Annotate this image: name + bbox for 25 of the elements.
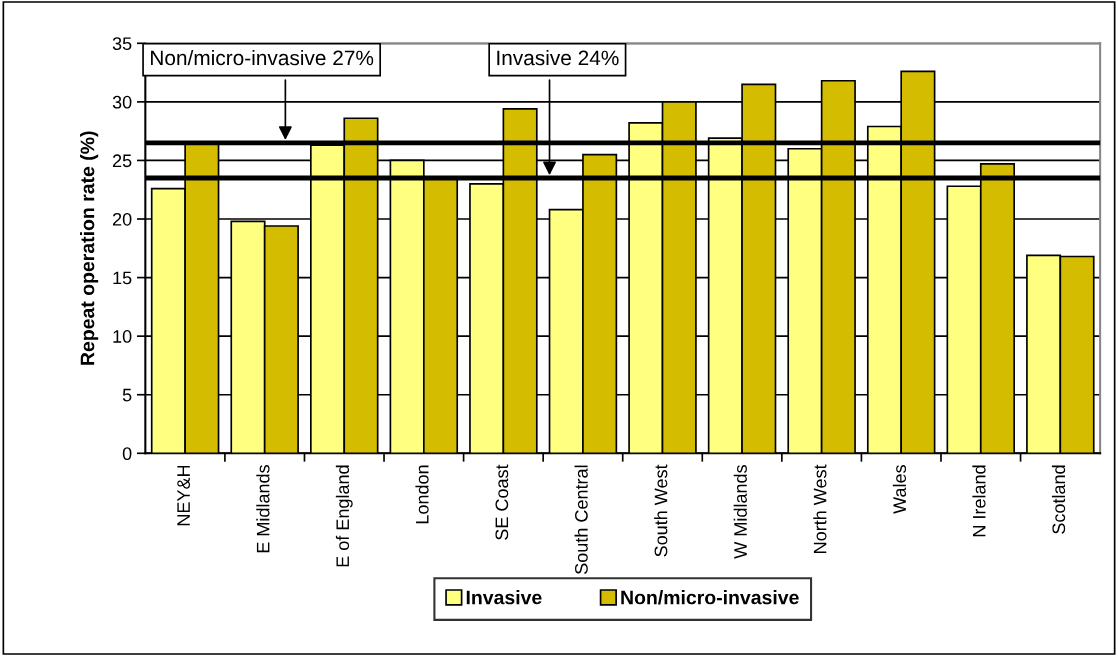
x-tick-label: South West — [654, 464, 668, 557]
x-tick-label: Wales — [892, 465, 907, 514]
x-tick-label: NEY&H — [177, 465, 190, 526]
x-tick-label: London — [415, 465, 429, 524]
x-tick-label: North West — [813, 464, 827, 553]
x-tick-label: N Ireland — [972, 465, 986, 537]
y-tick-label: 30 — [112, 95, 132, 109]
x-tick-label: South Central — [574, 465, 588, 574]
legend-label: Non/micro-invasive — [621, 590, 799, 605]
y-axis-title: Repeat operation rate (%) — [80, 131, 99, 365]
y-tick-label: 5 — [122, 388, 132, 402]
x-tick-label: W Midlands — [733, 465, 747, 559]
ref-line-label: Invasive 24% — [497, 49, 619, 66]
x-tick-label: Scotland — [1051, 465, 1066, 534]
y-tick-label: 35 — [112, 37, 132, 51]
x-tick-label: E of England — [335, 465, 353, 567]
y-tick-label: 0 — [122, 447, 132, 461]
legend-label: Invasive — [466, 590, 542, 605]
x-tick-label: E Midlands — [256, 465, 270, 553]
y-tick-label: 20 — [112, 212, 132, 226]
y-tick-label: 25 — [112, 154, 132, 168]
x-tick-label: SE Coast — [495, 464, 509, 540]
y-tick-label: 15 — [113, 271, 132, 285]
ref-line-label: Non/micro-invasive 27% — [151, 49, 374, 66]
y-tick-label: 10 — [113, 330, 132, 343]
